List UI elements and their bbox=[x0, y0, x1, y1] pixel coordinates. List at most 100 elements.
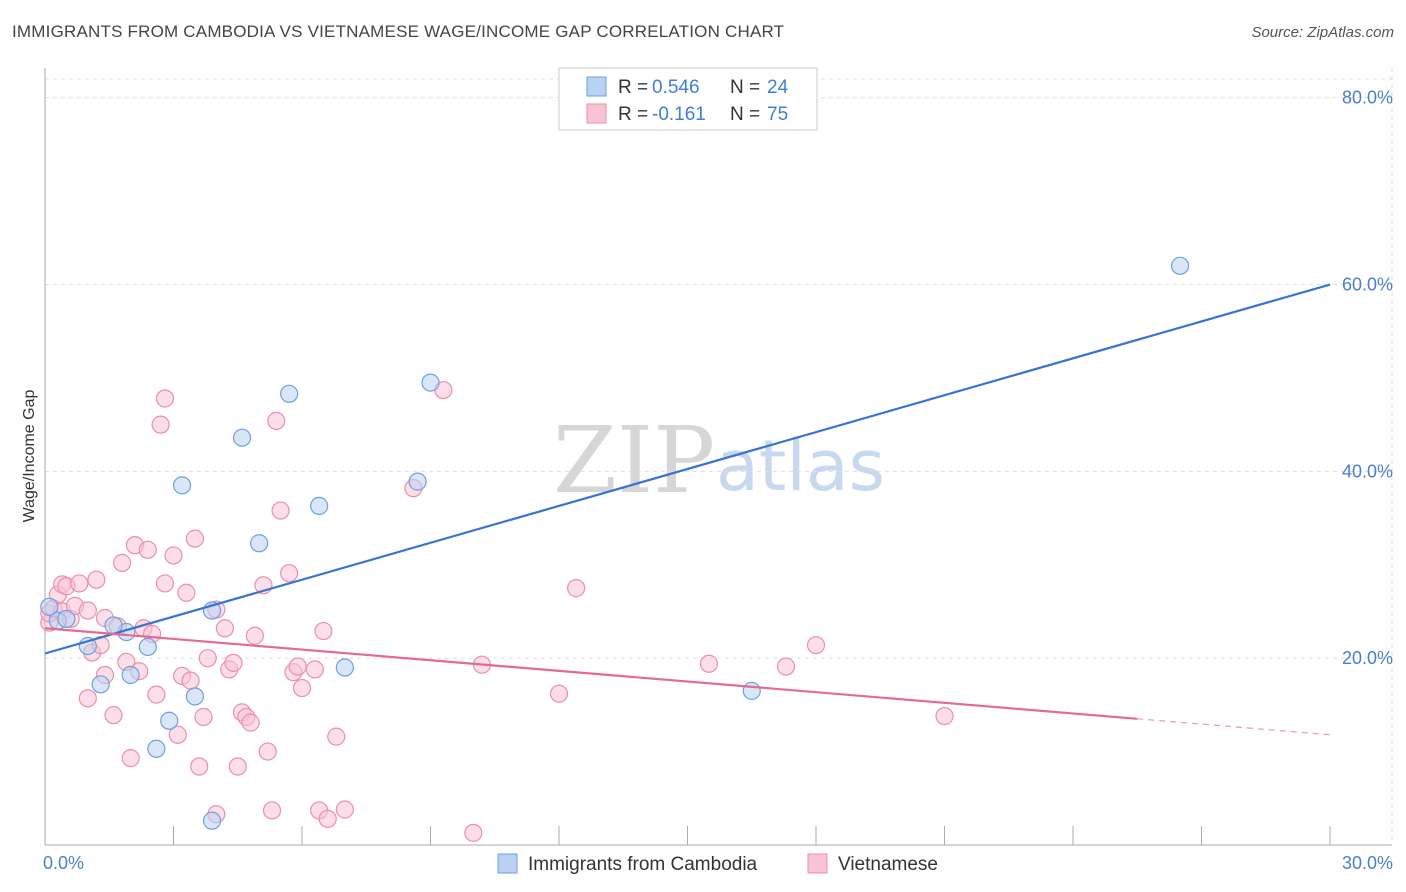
vietnamese-point-58 bbox=[292, 678, 312, 698]
bottom-legend-swatch-vietnamese bbox=[807, 853, 828, 874]
cambodia-point-16 bbox=[250, 534, 269, 553]
vietnamese-point-57 bbox=[288, 657, 307, 676]
vietnamese-point-13 bbox=[87, 570, 106, 589]
watermark-atlas: atlas bbox=[716, 425, 885, 507]
legend-r-label-vietnamese: R = bbox=[618, 104, 648, 125]
legend-r-value-vietnamese: -0.161 bbox=[652, 104, 706, 125]
y-tick-label-2: 60.0% bbox=[1342, 275, 1393, 295]
vietnamese-point-53 bbox=[267, 411, 286, 430]
vietnamese-point-61 bbox=[314, 621, 333, 641]
vietnamese-point-30 bbox=[155, 389, 175, 408]
vietnamese-point-73 bbox=[806, 635, 826, 655]
y-tick-label-3: 80.0% bbox=[1342, 88, 1393, 108]
cambodia-point-23 bbox=[1170, 256, 1190, 275]
legend-n-value-cambodia: 24 bbox=[767, 77, 789, 98]
y-tick-label-1: 40.0% bbox=[1342, 461, 1393, 481]
legend-n-label-vietnamese: N = bbox=[730, 104, 760, 125]
vietnamese-trend-line-extension bbox=[1137, 718, 1331, 736]
vietnamese-point-42 bbox=[215, 619, 234, 638]
cambodia-point-14 bbox=[202, 811, 222, 830]
vietnamese-point-29 bbox=[155, 574, 175, 593]
vietnamese-point-63 bbox=[327, 727, 346, 746]
cambodia-point-7 bbox=[121, 665, 140, 685]
bottom-legend-label-vietnamese: Vietnamese bbox=[838, 854, 938, 875]
cambodia-point-8 bbox=[138, 637, 157, 657]
tick-labels: 20.0% 40.0% 60.0% 80.0% 0.0% 30.0% bbox=[43, 88, 1393, 873]
cambodia-point-15 bbox=[232, 428, 252, 447]
legend-swatch-vietnamese bbox=[586, 103, 607, 124]
cambodia-point-21 bbox=[421, 373, 440, 392]
vietnamese-point-51 bbox=[258, 742, 277, 761]
vietnamese-point-32 bbox=[168, 725, 187, 744]
cambodia-point-2 bbox=[57, 609, 76, 629]
bottom-legend-swatch-cambodia bbox=[497, 853, 518, 874]
vietnamese-point-44 bbox=[224, 653, 243, 672]
watermark: ZIP atlas bbox=[553, 407, 885, 514]
vietnamese-point-52 bbox=[262, 801, 282, 820]
legend-n-label-cambodia: N = bbox=[730, 77, 760, 98]
vietnamese-point-35 bbox=[181, 671, 200, 690]
chart-title: IMMIGRANTS FROM CAMBODIA VS VIETNAMESE W… bbox=[12, 22, 785, 41]
y-tick-label-0: 20.0% bbox=[1342, 648, 1393, 668]
vietnamese-point-17 bbox=[104, 706, 123, 725]
cambodia-point-4 bbox=[91, 675, 110, 694]
cambodia-point-19 bbox=[335, 658, 354, 677]
vietnamese-point-49 bbox=[245, 626, 264, 645]
vietnamese-point-38 bbox=[194, 707, 213, 727]
vietnamese-point-19 bbox=[112, 553, 132, 572]
source-label: Source: ZipAtlas.com bbox=[1251, 24, 1394, 41]
vietnamese-point-70 bbox=[567, 579, 586, 598]
cambodia-point-12 bbox=[185, 687, 205, 706]
vietnamese-trend-line bbox=[44, 627, 1138, 720]
y-axis-label: Wage/Income Gap bbox=[21, 390, 38, 523]
vietnamese-point-64 bbox=[335, 800, 354, 819]
vietnamese-point-28 bbox=[151, 415, 170, 434]
vietnamese-point-9 bbox=[70, 574, 89, 593]
x-tick-label-0: 0.0% bbox=[43, 853, 84, 873]
vietnamese-point-27 bbox=[147, 685, 166, 704]
cambodia-point-20 bbox=[408, 472, 427, 491]
vietnamese-point-25 bbox=[138, 540, 157, 559]
vietnamese-point-34 bbox=[177, 583, 196, 602]
vietnamese-point-48 bbox=[241, 713, 260, 732]
vietnamese-point-67 bbox=[464, 823, 483, 842]
vietnamese-point-59 bbox=[305, 660, 324, 679]
series-legend: Immigrants from Cambodia Vietnamese bbox=[497, 853, 938, 875]
cambodia-point-22 bbox=[742, 681, 761, 700]
vietnamese-point-45 bbox=[228, 757, 247, 776]
cambodia-point-17 bbox=[280, 384, 299, 403]
legend-n-value-vietnamese: 75 bbox=[767, 104, 788, 125]
series-cambodia-points bbox=[40, 256, 1190, 830]
cambodia-point-9 bbox=[147, 739, 166, 758]
vietnamese-point-69 bbox=[549, 684, 569, 703]
legend-r-label-cambodia: R = bbox=[618, 77, 648, 98]
cambodia-trend-line bbox=[44, 283, 1331, 655]
cambodia-point-10 bbox=[160, 711, 179, 730]
watermark-zip: ZIP bbox=[553, 407, 715, 514]
vietnamese-point-31 bbox=[164, 546, 183, 565]
cambodia-point-18 bbox=[310, 496, 329, 516]
bottom-legend-label-cambodia: Immigrants from Cambodia bbox=[528, 854, 758, 875]
vietnamese-point-21 bbox=[121, 749, 140, 768]
legend-r-value-cambodia: 0.546 bbox=[652, 77, 700, 98]
cambodia-point-0 bbox=[40, 597, 59, 616]
legend-swatch-cambodia bbox=[586, 76, 607, 97]
correlation-legend: R = 0.546 N = 24 R = -0.161 N = 75 bbox=[558, 67, 818, 131]
trend-lines bbox=[44, 283, 1331, 736]
vietnamese-point-37 bbox=[190, 757, 209, 776]
vietnamese-point-55 bbox=[280, 564, 299, 583]
series-vietnamese-points bbox=[40, 380, 954, 842]
vietnamese-point-72 bbox=[776, 657, 796, 676]
vietnamese-point-62 bbox=[318, 809, 337, 828]
vietnamese-point-39 bbox=[198, 649, 217, 668]
vietnamese-point-11 bbox=[78, 689, 97, 708]
vietnamese-point-10 bbox=[78, 601, 97, 620]
cambodia-point-11 bbox=[172, 476, 192, 495]
axes bbox=[44, 68, 1392, 846]
vietnamese-point-54 bbox=[271, 501, 290, 520]
vietnamese-point-71 bbox=[699, 654, 719, 673]
x-tick-label-1: 30.0% bbox=[1342, 853, 1393, 873]
vietnamese-point-36 bbox=[185, 529, 205, 548]
vietnamese-point-74 bbox=[935, 706, 954, 726]
